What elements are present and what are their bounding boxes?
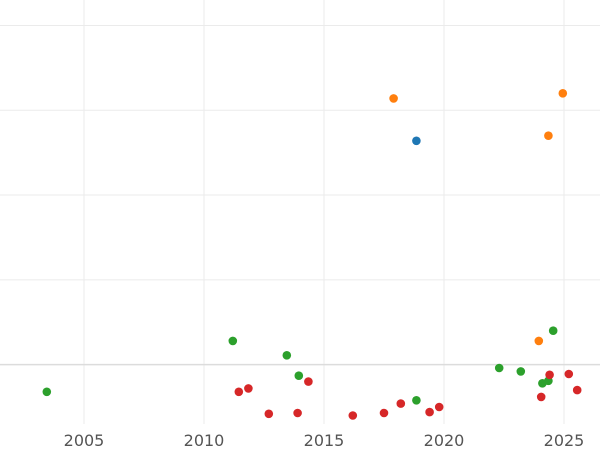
data-point xyxy=(412,396,421,405)
data-point xyxy=(389,94,398,103)
data-point xyxy=(348,411,358,420)
data-point xyxy=(293,408,302,418)
points-layer xyxy=(42,89,582,420)
data-point xyxy=(379,408,389,418)
data-point xyxy=(294,371,304,381)
data-point xyxy=(564,369,574,379)
data-point xyxy=(536,392,546,402)
grid-layer xyxy=(0,0,600,424)
data-point xyxy=(516,367,526,376)
data-point xyxy=(534,336,544,346)
data-point xyxy=(434,402,444,412)
data-point xyxy=(244,384,253,393)
data-point xyxy=(42,387,52,397)
data-point xyxy=(264,409,274,419)
data-point xyxy=(228,336,238,346)
data-point xyxy=(494,363,504,373)
data-point xyxy=(234,387,244,397)
data-point xyxy=(545,370,554,380)
data-point xyxy=(304,377,313,386)
data-point xyxy=(572,385,582,395)
x-tick-label: 2015 xyxy=(304,431,345,450)
data-point xyxy=(412,136,421,146)
data-point xyxy=(282,351,292,360)
data-point xyxy=(548,326,558,336)
x-tick-label: 2025 xyxy=(544,431,585,450)
x-tick-label: 2010 xyxy=(184,431,225,450)
data-point xyxy=(396,399,406,408)
x-tick-label: 2005 xyxy=(64,431,105,450)
x-tick-label: 2020 xyxy=(424,431,465,450)
x-tick-labels: 2005 2010 2015 2020 2025 xyxy=(64,431,585,450)
data-point xyxy=(558,89,568,98)
data-point xyxy=(425,407,434,417)
data-point xyxy=(544,131,553,140)
